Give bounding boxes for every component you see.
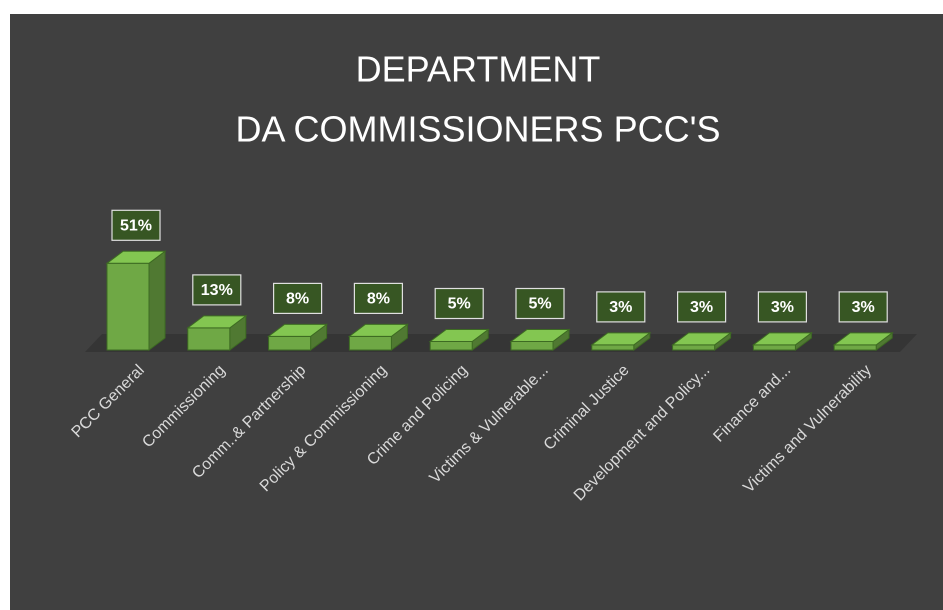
bar: [428, 328, 490, 351]
bar-front: [429, 341, 473, 351]
bar-front: [591, 344, 635, 351]
data-label: 8%: [367, 291, 390, 308]
data-label-box: [273, 282, 323, 314]
data-label-box: [838, 291, 888, 323]
bar-top: [267, 323, 329, 337]
data-label-box: [757, 291, 808, 323]
data-label: 3%: [852, 299, 875, 316]
bar: [671, 331, 733, 351]
data-label-box: [353, 282, 403, 314]
data-label-box: [596, 291, 646, 323]
bar: [186, 314, 248, 351]
bar-top: [105, 250, 167, 264]
bar-front: [106, 262, 150, 351]
bar-top: [186, 315, 248, 329]
bar-side: [148, 250, 166, 351]
bar-front: [348, 335, 392, 351]
data-label: 3%: [609, 299, 632, 316]
bar: [832, 331, 894, 351]
chart-title: DA COMMISSIONERS PCC'S: [236, 109, 721, 150]
bar-front: [510, 341, 554, 351]
data-label-box: [676, 291, 727, 323]
bar-top: [671, 332, 733, 346]
data-label: 3%: [771, 299, 794, 316]
data-label: 13%: [201, 282, 233, 299]
chart-title: DEPARTMENT: [356, 49, 601, 90]
data-label-box: [192, 274, 242, 306]
bar: [105, 250, 167, 351]
bar-front: [833, 344, 877, 351]
bar-front: [752, 344, 796, 351]
bar: [347, 323, 409, 351]
bar: [751, 331, 813, 351]
bar: [590, 331, 652, 351]
data-label: 5%: [528, 296, 551, 313]
bar: [267, 323, 329, 351]
bar-front: [187, 327, 231, 351]
data-label-box: [111, 209, 161, 241]
bar-top: [509, 329, 571, 342]
bar-front: [268, 335, 312, 351]
bar: [509, 328, 571, 351]
data-label: 3%: [690, 299, 713, 316]
bar-top: [347, 323, 409, 337]
bar-top: [832, 332, 894, 346]
bar-front: [672, 344, 716, 351]
bar-top: [590, 332, 652, 346]
data-label: 8%: [286, 291, 309, 308]
data-label-box: [515, 287, 565, 320]
bar-top: [428, 329, 490, 342]
data-label-box: [434, 287, 484, 320]
bar-top: [751, 332, 813, 346]
data-label: 51%: [120, 218, 152, 235]
data-label: 5%: [448, 296, 471, 313]
